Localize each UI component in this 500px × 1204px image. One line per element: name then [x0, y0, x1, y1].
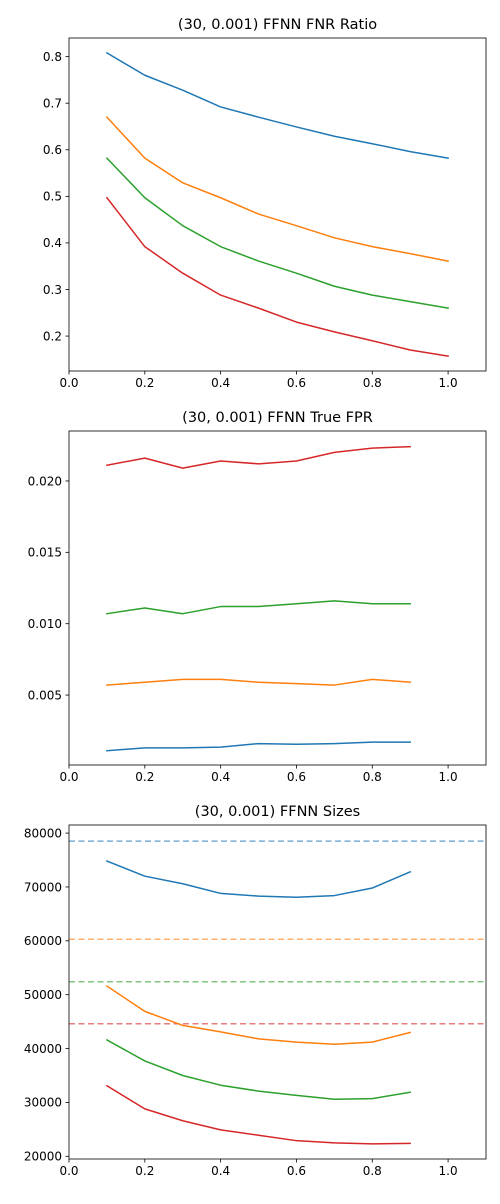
x-tick-label: 0.0	[59, 1164, 78, 1178]
subplot-3: (30, 0.001) FFNN Sizes 0.0 0.2 0.4 0.6 0.8 1.0…	[24, 804, 487, 1178]
series-line-4	[105, 1084, 411, 1145]
x-tick-label: 0.0	[59, 770, 78, 784]
x-tick-label: 0.6	[287, 1164, 306, 1178]
subplot-2: (30, 0.001) FFNN True FPR 0.0 0.2 0.4 0.6 0.8…	[28, 410, 487, 784]
x-tick-label: 0.4	[211, 376, 230, 390]
x-tick-label: 0.8	[363, 376, 382, 390]
y-tick-label: 0.010	[28, 617, 62, 631]
chart-title: (30, 0.001) FFNN True FPR	[182, 410, 373, 426]
x-tick-label: 0.8	[363, 770, 382, 784]
x-tick-label: 0.6	[287, 770, 306, 784]
y-tick-label: 0.020	[28, 474, 62, 488]
y-tick-label: 0.5	[43, 190, 62, 204]
x-tick-label: 0.8	[363, 1164, 382, 1178]
x-tick-label: 0.6	[287, 376, 306, 390]
chart-title: (30, 0.001) FFNN Sizes	[195, 804, 360, 820]
y-tick-label: 0.4	[43, 236, 62, 250]
y-tick-label: 40000	[24, 1042, 62, 1056]
y-tick-label: 70000	[24, 880, 62, 894]
x-tick-label: 0.2	[135, 770, 154, 784]
series-line-3	[105, 1038, 412, 1100]
series-line-2	[105, 116, 449, 262]
y-tick-label: 0.005	[28, 688, 62, 702]
series-line-2	[106, 678, 411, 686]
x-tick-label: 0.0	[59, 376, 78, 390]
y-tick-label: 80000	[24, 826, 62, 840]
x-tick-label: 0.4	[211, 1164, 230, 1178]
series-line-3	[105, 157, 449, 309]
series-line-3	[106, 600, 411, 615]
x-tick-label: 0.4	[211, 770, 230, 784]
y-tick-label: 0.015	[28, 546, 62, 560]
y-tick-label: 0.8	[43, 50, 62, 64]
series-line-4	[105, 196, 449, 357]
chart-title: (30, 0.001) FFNN FNR Ratio	[178, 17, 377, 33]
axes-frame	[68, 430, 487, 766]
series-line-4	[106, 445, 411, 469]
x-tick-label: 1.0	[439, 770, 458, 784]
x-tick-label: 0.2	[135, 376, 154, 390]
y-tick-label: 0.2	[43, 329, 62, 343]
series-line-1	[106, 741, 411, 752]
axes-frame	[68, 37, 487, 372]
subplot-1: (30, 0.001) FFNN FNR Ratio 0.0 0.2 0.4 0.6 0.…	[43, 17, 487, 390]
series-line-2	[105, 985, 412, 1045]
y-tick-label: 30000	[24, 1096, 62, 1110]
x-tick-label: 0.2	[135, 1164, 154, 1178]
y-tick-label: 60000	[24, 934, 62, 948]
series-line-1	[105, 51, 449, 160]
y-tick-label: 20000	[24, 1150, 62, 1164]
axes-frame	[68, 824, 487, 1160]
y-tick-label: 0.3	[43, 283, 62, 297]
x-tick-label: 1.0	[439, 1164, 458, 1178]
y-tick-label: 0.6	[43, 143, 62, 157]
x-tick-label: 1.0	[439, 376, 458, 390]
y-tick-label: 0.7	[43, 97, 62, 111]
y-tick-label: 50000	[24, 988, 62, 1002]
series-line-1	[105, 860, 412, 898]
